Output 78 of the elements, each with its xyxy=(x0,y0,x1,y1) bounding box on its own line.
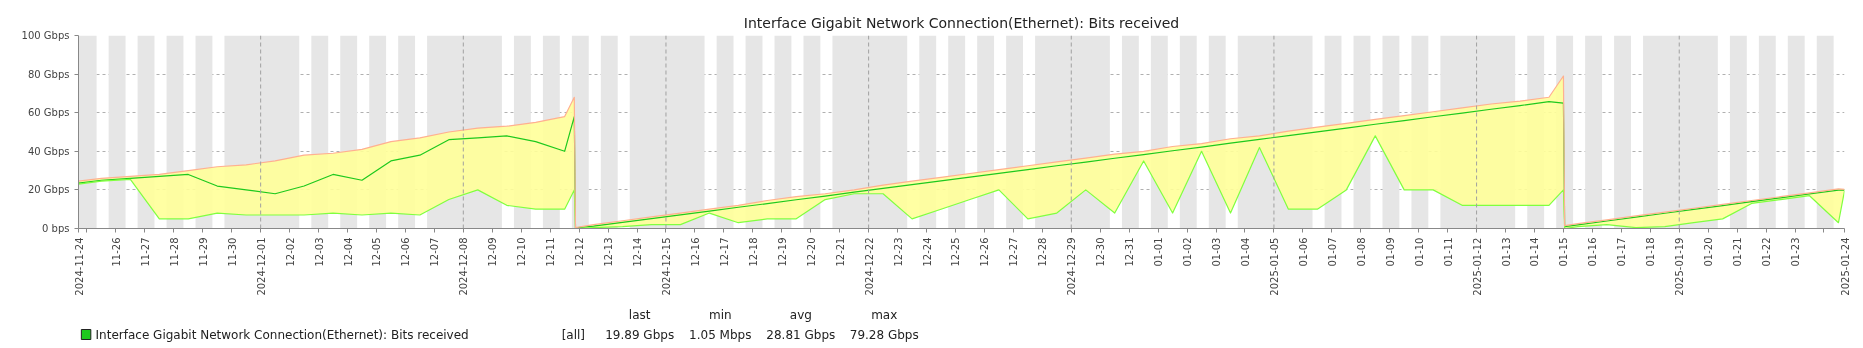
x-tick-label: 01-13 xyxy=(1500,237,1512,267)
x-tick-label: 01-02 xyxy=(1182,237,1194,267)
x-tick-label: 12-17 xyxy=(718,237,730,267)
x-tick-label: 12-31 xyxy=(1124,237,1136,267)
legend-label: Interface Gigabit Network Connection(Ethernet): Bits received xyxy=(95,327,469,342)
x-tick-label: 12-18 xyxy=(747,237,759,267)
x-tick-label: 12-21 xyxy=(834,237,846,267)
x-tick-label: 01-15 xyxy=(1558,237,1570,267)
x-tick-label: 2025-01-12 xyxy=(1471,237,1483,296)
x-tick-label: 11-29 xyxy=(197,237,209,267)
x-tick-label: 11-26 xyxy=(110,237,122,267)
x-tick-label: 12-05 xyxy=(371,237,383,267)
x-tick-label: 12-03 xyxy=(313,237,325,267)
text: 1.05 Mbps xyxy=(689,327,752,342)
x-tick-label: 12-16 xyxy=(689,237,701,267)
x-tick-label: 01-20 xyxy=(1703,237,1715,267)
x-tick-label: 01-08 xyxy=(1355,237,1367,267)
text: 28.81 Gbps xyxy=(766,327,836,342)
x-tick-label: 01-17 xyxy=(1616,237,1628,267)
x-tick-label: 12-12 xyxy=(574,237,586,267)
x-tick-label: 01-07 xyxy=(1326,237,1338,267)
x-tick-label: 2024-12-01 xyxy=(255,237,267,296)
x-tick-label: 01-03 xyxy=(1211,237,1223,267)
text: max xyxy=(871,307,898,322)
x-tick-label: 12-24 xyxy=(921,237,933,267)
chart-title: Interface Gigabit Network Connection(Ethernet): Bits received xyxy=(743,14,1180,31)
x-tick-label: 11-30 xyxy=(226,237,238,267)
x-tick-label: 01-09 xyxy=(1384,237,1396,267)
x-tick-label: 12-09 xyxy=(487,237,499,267)
x-tick-label: 01-18 xyxy=(1645,237,1657,267)
x-tick-label: 2025-01-24 xyxy=(1839,237,1851,296)
y-tick-label: 100 Gbps xyxy=(21,30,70,41)
x-tick-label: 12-13 xyxy=(603,237,615,267)
y-tick-label: 80 Gbps xyxy=(27,68,70,80)
x-tick-label: 01-22 xyxy=(1761,237,1773,267)
y-tick-label: 60 Gbps xyxy=(27,107,70,119)
x-tick-label: 12-30 xyxy=(1095,237,1107,267)
x-tick-label: 12-11 xyxy=(545,237,557,267)
x-tick-label: 12-02 xyxy=(284,237,296,267)
x-tick-label: 01-11 xyxy=(1442,237,1454,267)
x-tick-label: 2024-12-15 xyxy=(660,237,672,296)
x-tick-label: 01-01 xyxy=(1153,237,1165,267)
x-tick-label: 01-14 xyxy=(1529,237,1541,267)
text: last xyxy=(628,307,651,322)
x-tick-label: 2025-01-19 xyxy=(1674,237,1686,296)
text: min xyxy=(708,307,732,322)
x-tick-label: 12-06 xyxy=(400,237,412,267)
x-tick-label: 2024-12-08 xyxy=(458,237,470,296)
x-tick-label: 12-04 xyxy=(342,237,354,267)
x-tick-label: 12-19 xyxy=(776,237,788,267)
x-tick-label: 2025-01-05 xyxy=(1268,237,1280,296)
x-tick-label: 12-10 xyxy=(516,237,528,267)
x-tick-label: 12-28 xyxy=(1037,237,1049,267)
x-tick-label: 2024-12-29 xyxy=(1066,237,1078,296)
x-tick-label: 01-16 xyxy=(1587,237,1599,267)
x-tick-label: 2024-12-22 xyxy=(863,237,875,296)
x-tick-label: 12-23 xyxy=(892,237,904,267)
x-tick-label: 2024-11-24 xyxy=(73,237,85,296)
x-tick-label: 12-14 xyxy=(632,237,644,267)
x-tick-label: 01-21 xyxy=(1732,237,1744,267)
x-tick-label: 01-04 xyxy=(1239,237,1251,267)
y-tick-label: 0 bps xyxy=(42,223,70,234)
x-tick-label: 01-10 xyxy=(1413,237,1425,267)
x-tick-label: 12-25 xyxy=(950,237,962,267)
text: 19.89 Gbps xyxy=(605,327,675,342)
x-tick-label: 11-27 xyxy=(139,237,151,267)
text: 79.28 Gbps xyxy=(849,327,919,342)
x-tick-label: 12-26 xyxy=(979,237,991,267)
x-tick-label: 11-28 xyxy=(168,237,180,267)
x-tick-label: 12-20 xyxy=(805,237,817,267)
x-tick-label: 12-07 xyxy=(429,237,441,267)
y-tick-label: 40 Gbps xyxy=(27,145,70,157)
text: [all] xyxy=(561,327,586,342)
y-tick-label: 20 Gbps xyxy=(27,184,70,196)
x-tick-label: 12-27 xyxy=(1008,237,1020,267)
x-tick-label: 01-23 xyxy=(1790,237,1802,267)
x-tick-label: 01-06 xyxy=(1297,237,1309,267)
text: avg xyxy=(789,307,812,322)
